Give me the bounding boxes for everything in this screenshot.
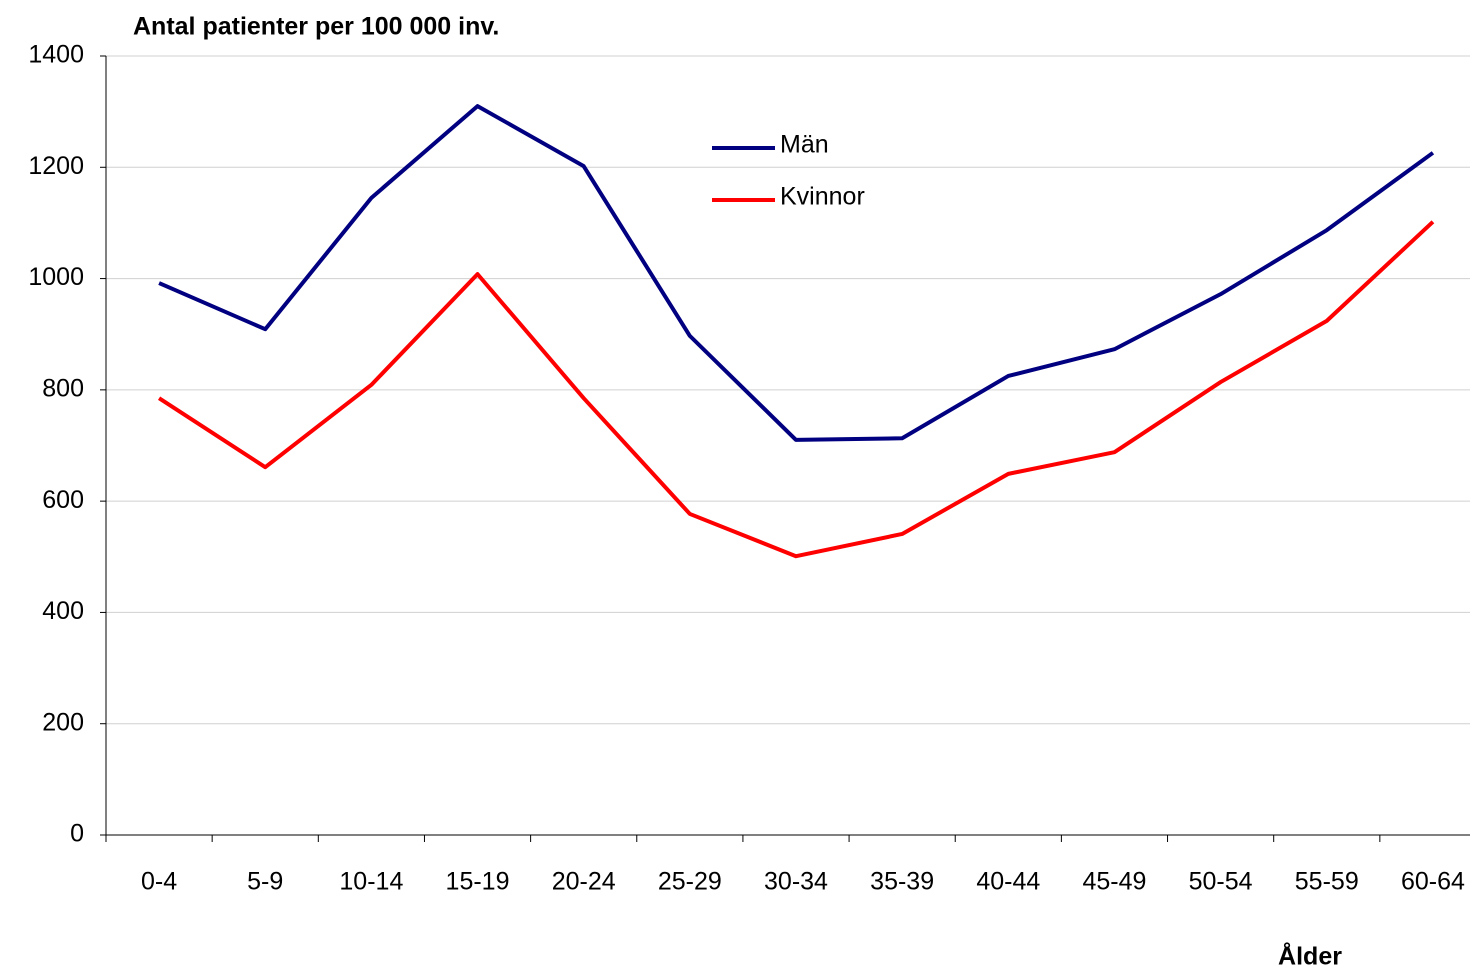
y-tick-label: 1000 xyxy=(28,263,84,291)
x-axis-label: Ålder xyxy=(1278,942,1342,971)
x-tick-label: 0-4 xyxy=(141,868,177,896)
x-tick-label: 40-44 xyxy=(976,868,1040,896)
line-series xyxy=(158,104,1435,442)
legend-label: Män xyxy=(780,131,829,159)
line-series xyxy=(157,220,1435,559)
x-tick-label: 5-9 xyxy=(247,868,283,896)
y-tick-label: 600 xyxy=(42,486,84,514)
x-tick-label: 15-19 xyxy=(446,868,510,896)
legend-label: Kvinnor xyxy=(780,183,865,211)
y-tick-label: 400 xyxy=(42,597,84,625)
x-tick-label: 10-14 xyxy=(339,868,403,896)
y-tick-label: 1400 xyxy=(28,41,84,69)
x-tick-label: 55-59 xyxy=(1295,868,1359,896)
y-tick-label: 0 xyxy=(70,820,84,848)
y-tick-label: 1200 xyxy=(28,152,84,180)
x-tick-label: 25-29 xyxy=(658,868,722,896)
x-tick-label: 60-64 xyxy=(1401,868,1465,896)
y-tick-label: 200 xyxy=(42,708,84,736)
y-tick-label: 800 xyxy=(42,374,84,402)
x-tick-label: 20-24 xyxy=(552,868,616,896)
x-tick-label: 35-39 xyxy=(870,868,934,896)
chart-title: Antal patienter per 100 000 inv. xyxy=(133,13,499,41)
x-tick-label: 50-54 xyxy=(1189,868,1253,896)
x-tick-label: 45-49 xyxy=(1082,868,1146,896)
x-tick-label: 30-34 xyxy=(764,868,828,896)
